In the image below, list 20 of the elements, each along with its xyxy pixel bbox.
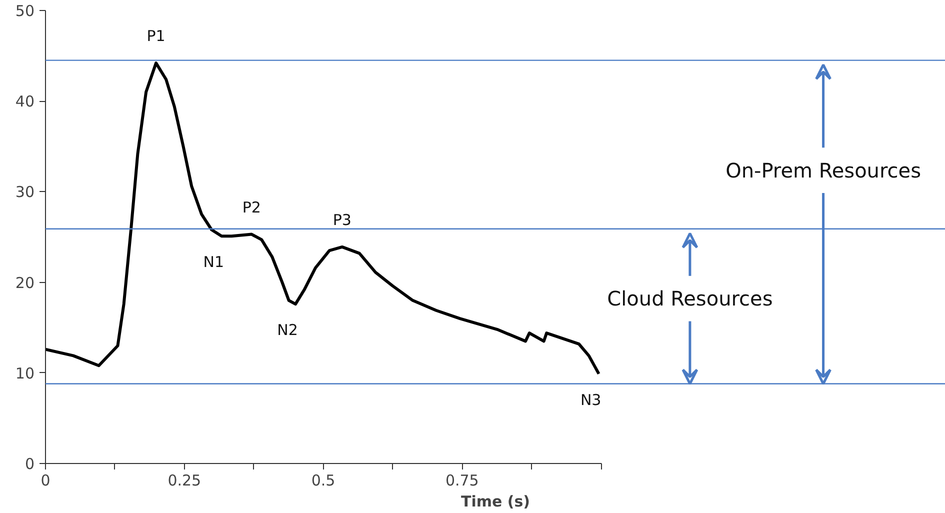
text: On-Prem Resources <box>726 158 921 182</box>
annotation: P3 <box>332 210 352 229</box>
x-tick-label: 0.25 <box>168 472 202 490</box>
x-tick-label: 0 <box>40 472 50 490</box>
annotation: N2 <box>277 321 298 340</box>
y-tick-label: 30 <box>15 183 35 202</box>
line-series <box>46 62 600 376</box>
y-tick-label: 20 <box>15 274 35 292</box>
text: Cloud Resources <box>607 286 773 311</box>
annotation: N1 <box>203 253 224 272</box>
x-axis-title: Time (s) <box>460 492 530 510</box>
x-tick-label: 0.5 <box>311 472 336 490</box>
annotation: N3 <box>580 390 602 409</box>
y-tick-label: 50 <box>15 2 35 20</box>
annotation: P2 <box>242 198 261 216</box>
y-tick-label: 40 <box>15 92 35 111</box>
y-tick-label: 10 <box>15 364 35 382</box>
y-tick-label: 0 <box>24 455 35 473</box>
x-tick-label: 0.75 <box>445 472 479 490</box>
annotation: P1 <box>146 27 166 46</box>
